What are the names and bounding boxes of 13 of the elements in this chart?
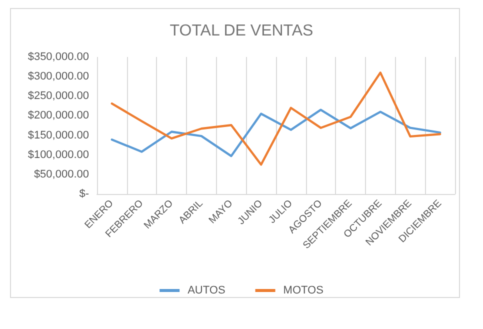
y-tick-label: $100,000.00 <box>28 148 89 161</box>
legend-label: MOTOS <box>283 284 324 296</box>
y-tick-label: $200,000.00 <box>28 110 89 122</box>
y-tick-label: $300,000.00 <box>28 70 89 83</box>
line-series <box>110 108 442 158</box>
y-tick-label: $- <box>79 188 90 200</box>
chart-title: TOTAL DE VENTAS <box>170 22 314 40</box>
y-tick-label: $150,000.00 <box>28 129 89 142</box>
legend-label: AUTOS <box>188 284 226 296</box>
line-series <box>110 72 442 166</box>
y-tick-label: $50,000.00 <box>34 168 89 180</box>
y-tick-label: $250,000.00 <box>28 90 89 102</box>
y-tick-label: $350,000.00 <box>28 51 89 63</box>
